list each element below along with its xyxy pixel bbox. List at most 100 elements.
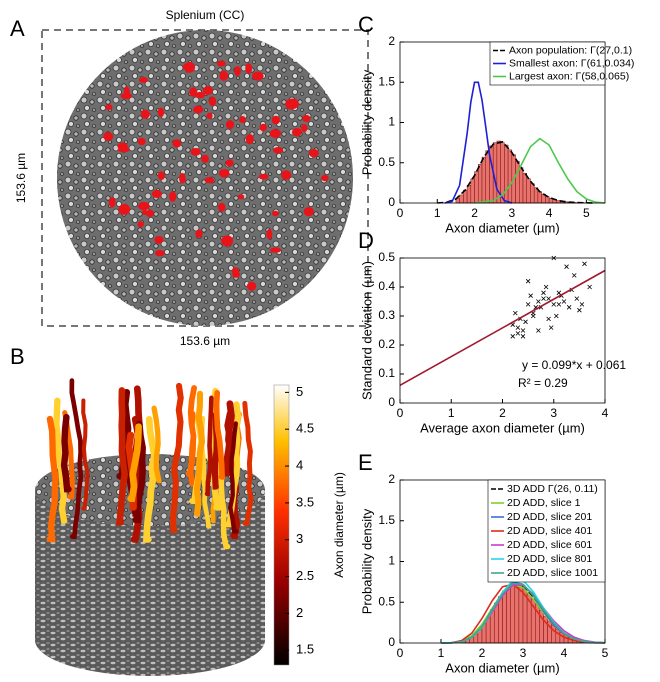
axon-dot: [218, 168, 230, 178]
series-line: [437, 140, 596, 204]
y-tick-label: 1.5: [378, 74, 395, 88]
legend-label: Smallest axon: Γ(61,0.034): [509, 57, 634, 69]
x-axis-label: Axon diameter (µm): [445, 220, 559, 235]
x-tick-label: 4: [561, 646, 568, 660]
x-tick-label: 3: [550, 406, 557, 420]
axon: [223, 410, 233, 477]
axon-dot: [269, 247, 282, 253]
axon-dot: [151, 189, 162, 198]
legend-label: 2D ADD, slice 601: [507, 539, 592, 551]
x-tick-label: 3: [520, 646, 527, 660]
axon: [169, 382, 184, 533]
axon-dot: [266, 228, 273, 240]
x-tick-label: 5: [602, 646, 609, 660]
axon: [151, 405, 162, 483]
y-tick-label: 0.2: [378, 337, 395, 351]
axon-dot: [138, 201, 150, 211]
x-tick-label: 0: [397, 206, 404, 220]
scatter-point: [571, 273, 577, 278]
legend: [489, 41, 606, 86]
panel-label: E: [358, 450, 373, 475]
axon-dot: [271, 210, 279, 217]
y-tick-label: 2: [388, 34, 395, 48]
histogram-bar: [481, 156, 486, 204]
y-tick-label: 1: [388, 554, 395, 568]
x-tick-label: 2: [479, 646, 486, 660]
colorbar-tick-label: 2: [296, 605, 303, 620]
x-tick-label: 1: [434, 206, 441, 220]
colorbar-tick-label: 2.5: [296, 568, 314, 583]
scatter-point: [548, 325, 554, 330]
axon: [46, 415, 59, 543]
axon-dot: [269, 129, 281, 138]
axon-dot: [208, 96, 217, 107]
axon: [204, 395, 214, 497]
axon-dot: [245, 133, 254, 145]
legend-label: 2D ADD, slice 201: [507, 511, 592, 523]
legend-label: 2D ADD, slice 401: [507, 525, 592, 537]
scatter-point: [541, 296, 546, 301]
x-tick-label: 2: [471, 206, 478, 220]
y-tick-label: 0.5: [378, 155, 395, 169]
axon-dot: [271, 115, 280, 125]
histogram-bar: [478, 164, 483, 204]
axon-dot: [192, 105, 204, 114]
axon-dot: [234, 66, 241, 77]
axon-dot: [118, 204, 131, 215]
axon-dot: [105, 104, 113, 111]
axon-dot: [217, 202, 226, 212]
histogram-bar: [510, 584, 516, 644]
panel-title: Splenium (CC): [166, 8, 245, 22]
axon: [53, 397, 68, 524]
y-axis-label: Standard deviation (µm): [359, 261, 374, 400]
x-tick-label: 0: [397, 406, 404, 420]
panel-label: B: [10, 344, 25, 369]
scatter-point: [554, 313, 559, 319]
scatter-point: [551, 302, 557, 307]
panel-label: C: [358, 12, 374, 37]
axon-dot: [300, 123, 308, 133]
scatter-point: [566, 305, 572, 310]
colorbar-tick-label: 5: [296, 384, 303, 399]
y-tick-label: 0: [388, 395, 395, 409]
axon-dot: [239, 116, 246, 123]
y-tick-label: 0.5: [378, 250, 395, 264]
histogram-bar: [530, 183, 535, 204]
axon-dot: [201, 154, 210, 163]
y-tick-label: 0: [388, 195, 395, 209]
axon-dot: [237, 194, 245, 200]
axon-dot: [231, 267, 240, 276]
colorbar-label: Axon diameter (µm): [332, 472, 346, 578]
axon-dot: [195, 229, 203, 238]
axon-dot: [204, 176, 215, 184]
axon: [193, 390, 206, 517]
y-tick-label: 0.4: [378, 279, 395, 293]
axon-dot: [108, 197, 116, 208]
legend-label: Largest axon: Γ(58,0.065): [509, 70, 629, 82]
x-tick-label: 0: [397, 646, 404, 660]
series-line: [399, 269, 606, 386]
scatter-point: [577, 307, 582, 313]
axon-dot: [303, 207, 314, 217]
scatter-point: [546, 296, 551, 301]
histogram-bar: [522, 172, 527, 204]
scatter-point: [541, 290, 546, 296]
axon-dot: [154, 235, 164, 244]
histogram-bar: [514, 584, 520, 644]
scatter-point: [564, 264, 569, 269]
annotation: y = 0.099*x + 0.061: [522, 358, 626, 372]
axon-dot: [216, 60, 226, 67]
scatter-point: [582, 261, 587, 267]
y-tick-label: 2: [388, 472, 395, 486]
histogram-bar: [485, 150, 490, 204]
histogram-bar: [474, 171, 479, 204]
axon-dot: [202, 86, 213, 95]
histogram-bar: [466, 185, 472, 204]
panel-label: A: [10, 16, 25, 41]
y-axis-label: Probability density: [359, 69, 374, 175]
x-axis-label: Average axon diameter (µm): [420, 420, 585, 435]
axon-dot: [206, 112, 213, 120]
colorbar-tick-label: 1.5: [296, 642, 314, 657]
width-label: 153.6 µm: [180, 334, 230, 348]
